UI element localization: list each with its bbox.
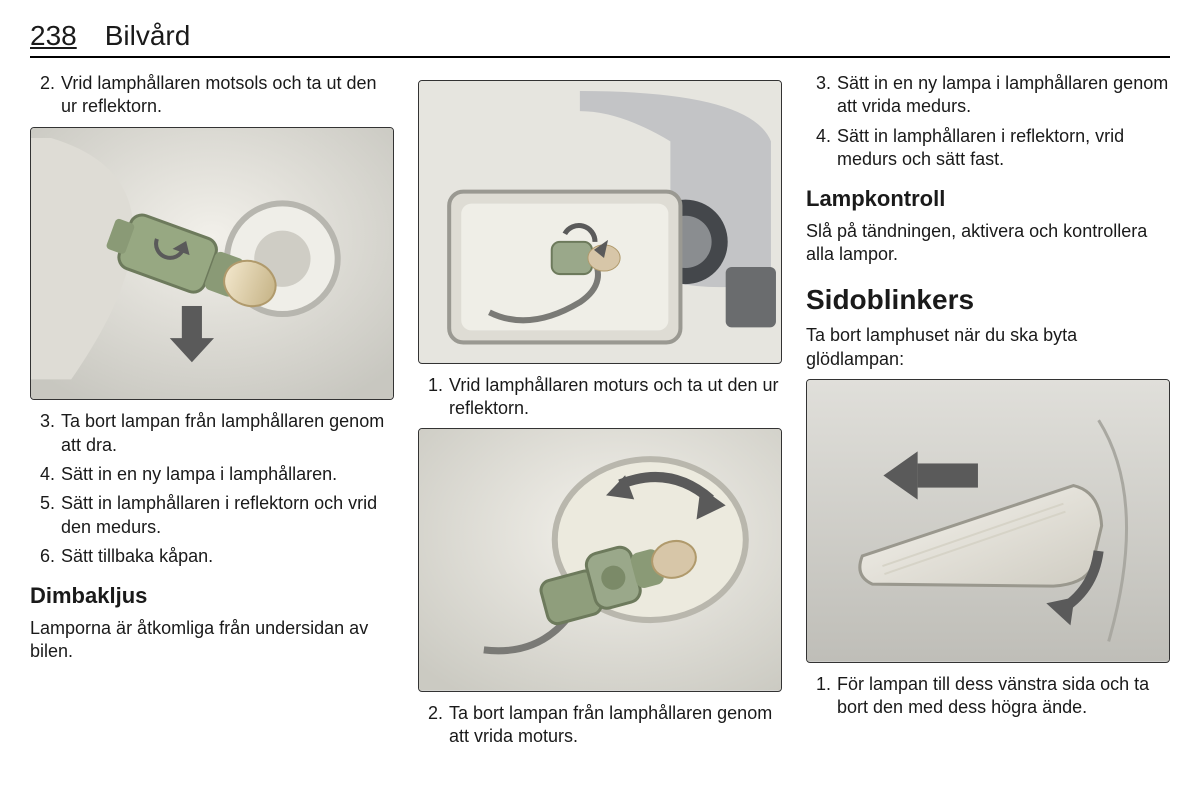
- chapter-title: Bilvård: [105, 20, 191, 52]
- list-num: 6.: [40, 545, 55, 568]
- col3-list2: 1.För lampan till dess vänstra sida och …: [806, 673, 1170, 720]
- list-text: Ta bort lampan från lamphållaren genom a…: [449, 702, 782, 749]
- col3-list1: 3.Sätt in en ny lampa i lamphållaren gen…: [806, 72, 1170, 172]
- col2-list2: 2.Ta bort lampan från lamphållaren genom…: [418, 702, 782, 749]
- column-2: 1.Vrid lamphållaren moturs och ta ut den…: [418, 72, 782, 755]
- list-num: 4.: [816, 125, 831, 172]
- page-number: 238: [30, 20, 77, 52]
- figure-bulb-twist-ccw: [418, 428, 782, 691]
- list-num: 3.: [40, 410, 55, 457]
- list-text: Vrid lamphållaren moturs och ta ut den u…: [449, 374, 782, 421]
- list-text: Sätt in lamphållaren i reflektorn, vrid …: [837, 125, 1170, 172]
- paragraph: Slå på tändningen, aktivera och kon­trol…: [806, 220, 1170, 267]
- list-item: 1.Vrid lamphållaren moturs och ta ut den…: [418, 374, 782, 421]
- list-item: 4. Sätt in en ny lampa i lamphållaren.: [30, 463, 394, 486]
- list-num: 4.: [40, 463, 55, 486]
- list-text: Sätt in en ny lampa i lamphållaren.: [61, 463, 337, 486]
- list-text: Sätt in en ny lampa i lamphållaren genom…: [837, 72, 1170, 119]
- list-item: 3.Ta bort lampan från lamphållaren genom…: [30, 410, 394, 457]
- list-text: För lampan till dess vänstra sida och ta…: [837, 673, 1170, 720]
- column-3: 3.Sätt in en ny lampa i lamphållaren gen…: [806, 72, 1170, 755]
- list-num: 1.: [428, 374, 443, 421]
- heading-dimbakljus: Dimbakljus: [30, 583, 394, 609]
- heading-sidoblinkers: Sidoblinkers: [806, 284, 1170, 316]
- list-text: Sätt tillbaka kåpan.: [61, 545, 213, 568]
- col1-list1: 2. Vrid lamphållaren motsols och ta ut d…: [30, 72, 394, 119]
- col1-list2: 3.Ta bort lampan från lamphållaren genom…: [30, 410, 394, 568]
- list-num: 5.: [40, 492, 55, 539]
- list-text: Vrid lamphållaren motsols och ta ut den …: [61, 72, 394, 119]
- paragraph: Lamporna är åtkomliga från under­sidan a…: [30, 617, 394, 664]
- page-header: 238 Bilvård: [30, 20, 1170, 58]
- list-num: 3.: [816, 72, 831, 119]
- list-item: 5.Sätt in lamphållaren i reflektorn och …: [30, 492, 394, 539]
- paragraph: Ta bort lamphuset när du ska byta glödla…: [806, 324, 1170, 371]
- figure-bulb-holder-twist: [30, 127, 394, 401]
- list-item: 4.Sätt in lamphållaren i reflektorn, vri…: [806, 125, 1170, 172]
- heading-lampkontroll: Lampkontroll: [806, 186, 1170, 212]
- list-item: 3.Sätt in en ny lampa i lamphållaren gen…: [806, 72, 1170, 119]
- column-1: 2. Vrid lamphållaren motsols och ta ut d…: [30, 72, 394, 755]
- content-columns: 2. Vrid lamphållaren motsols och ta ut d…: [30, 72, 1170, 755]
- figure-car-rear-foglight: [418, 80, 782, 364]
- list-item: 2. Vrid lamphållaren motsols och ta ut d…: [30, 72, 394, 119]
- col2-list1: 1.Vrid lamphållaren moturs och ta ut den…: [418, 374, 782, 421]
- list-num: 2.: [428, 702, 443, 749]
- list-num: 2.: [40, 72, 55, 119]
- figure-side-repeater: [806, 379, 1170, 663]
- list-text: Ta bort lampan från lamphållaren genom a…: [61, 410, 394, 457]
- list-text: Sätt in lamphållaren i reflektorn och vr…: [61, 492, 394, 539]
- list-num: 1.: [816, 673, 831, 720]
- list-item: 2.Ta bort lampan från lamphållaren genom…: [418, 702, 782, 749]
- list-item: 6. Sätt tillbaka kåpan.: [30, 545, 394, 568]
- list-item: 1.För lampan till dess vänstra sida och …: [806, 673, 1170, 720]
